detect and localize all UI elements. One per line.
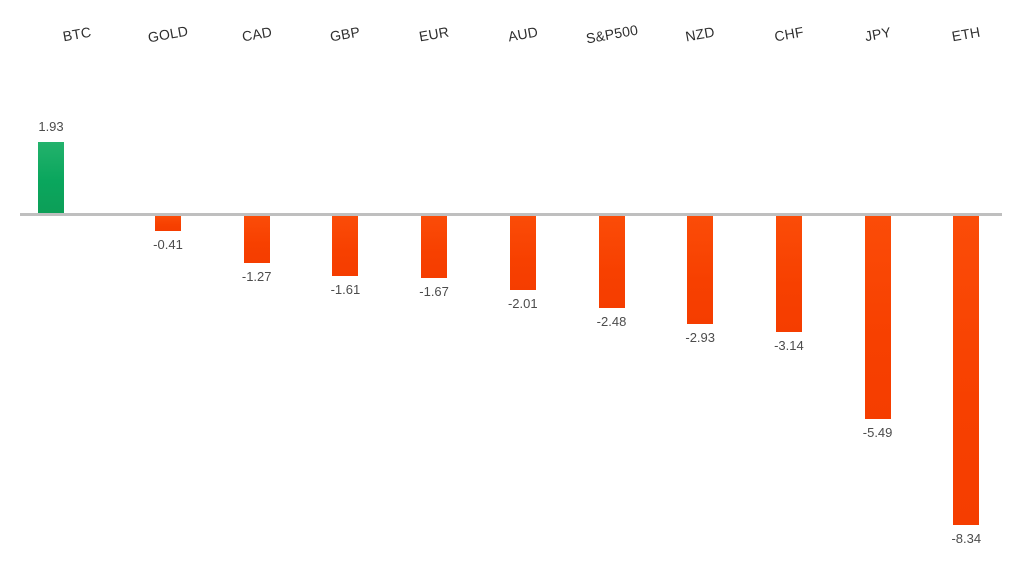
value-label-eth: -8.34 bbox=[951, 531, 982, 546]
category-label-btc: BTC bbox=[61, 23, 93, 45]
bar-cad bbox=[243, 216, 270, 263]
bar-eur bbox=[421, 216, 448, 278]
value-label-jpy: -5.49 bbox=[862, 425, 893, 440]
category-label-gbp: GBP bbox=[329, 23, 362, 45]
category-label-jpy: JPY bbox=[863, 23, 892, 45]
category-label-chf: CHF bbox=[773, 23, 805, 45]
value-label-cad: -1.27 bbox=[241, 269, 272, 284]
category-label-nzd: NZD bbox=[684, 23, 717, 45]
bar-eth bbox=[953, 216, 980, 525]
value-label-eur: -1.67 bbox=[419, 284, 449, 299]
category-label-eth: ETH bbox=[950, 23, 982, 45]
bar-gbp bbox=[332, 216, 359, 276]
value-label-chf: -3.14 bbox=[774, 338, 804, 353]
category-label-cad: CAD bbox=[240, 23, 273, 45]
bar-nzd bbox=[687, 216, 714, 324]
category-label-aud: AUD bbox=[506, 23, 540, 45]
bar-chf bbox=[775, 216, 802, 332]
category-label-sp500: S&P500 bbox=[584, 21, 639, 47]
bar-gold bbox=[155, 216, 181, 231]
value-label-gold: -0.41 bbox=[153, 237, 183, 252]
value-label-sp500: -2.48 bbox=[596, 314, 627, 329]
value-label-gbp: -1.61 bbox=[330, 282, 361, 297]
value-label-aud: -2.01 bbox=[507, 296, 538, 311]
value-label-nzd: -2.93 bbox=[685, 330, 715, 345]
value-label-btc: 1.93 bbox=[38, 119, 64, 134]
bar-jpy bbox=[864, 216, 891, 419]
bar-aud bbox=[509, 216, 536, 290]
bar-btc bbox=[38, 142, 64, 213]
x-axis-zero-line bbox=[20, 213, 1002, 216]
category-label-gold: GOLD bbox=[146, 22, 190, 46]
bar-sp500 bbox=[598, 216, 625, 308]
category-label-eur: EUR bbox=[417, 23, 451, 45]
